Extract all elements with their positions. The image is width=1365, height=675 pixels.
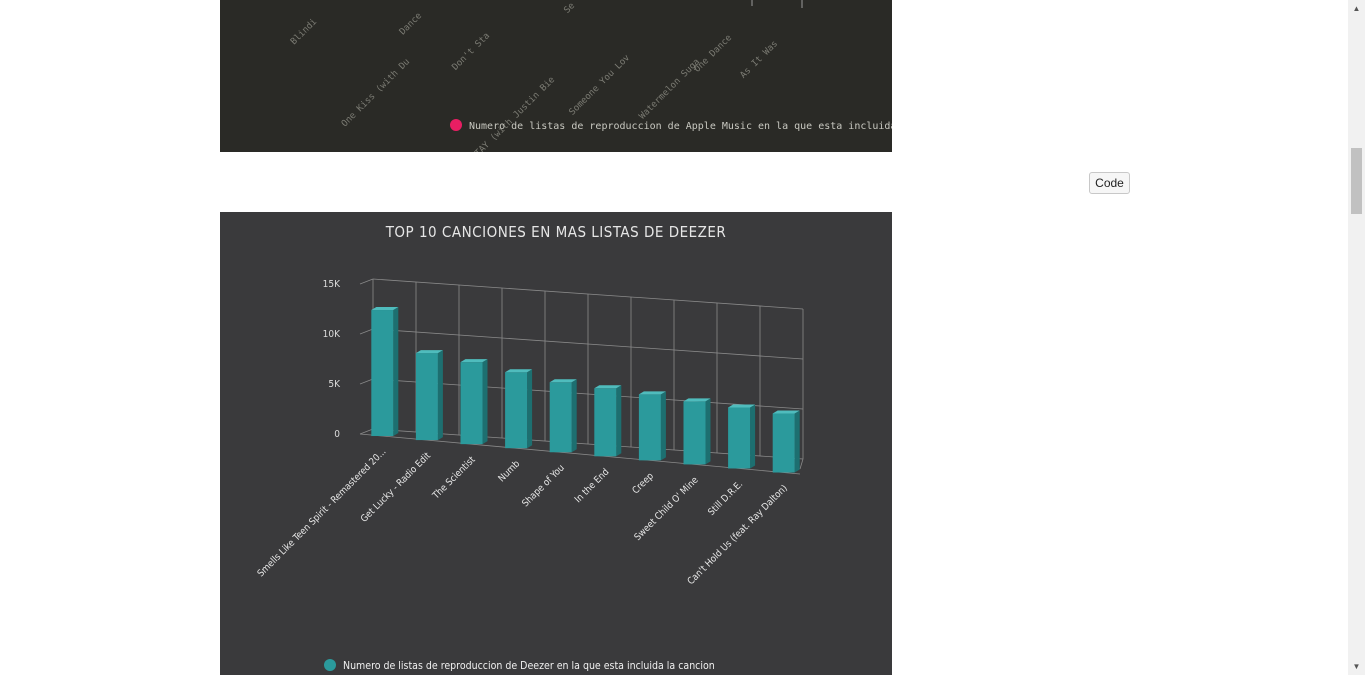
bar-top	[594, 385, 622, 389]
x-tick-label: One Dance	[693, 33, 735, 75]
bar-face	[683, 401, 706, 465]
bar-face	[728, 407, 751, 469]
bar-face	[505, 372, 528, 449]
legend-marker-icon	[324, 659, 336, 671]
x-tick-label: Can't Hold Us (feat. Ray Dalton)	[686, 483, 790, 587]
grid-line	[359, 428, 374, 435]
code-button[interactable]: Code	[1089, 172, 1130, 194]
y-tick-label: 0	[334, 429, 340, 440]
page-scrollbar[interactable]: ▲ ▼	[1348, 0, 1365, 675]
bar-side	[482, 359, 488, 445]
bar-face	[594, 388, 617, 457]
bar-top	[638, 391, 666, 395]
axis-line	[359, 433, 801, 475]
y-tick-label: 15K	[323, 279, 341, 290]
x-tick-label: Creep	[630, 471, 656, 497]
bar-top	[460, 359, 488, 363]
bar-face	[371, 310, 394, 437]
bar-side	[750, 404, 756, 469]
x-tick-label: Someone You Lov	[568, 53, 633, 118]
scroll-up-icon[interactable]: ▲	[1352, 4, 1361, 13]
x-tick-label: In the End	[573, 467, 612, 506]
bar	[371, 307, 399, 437]
bar-top	[371, 307, 399, 311]
apple-music-chart-svg: Blindi One Kiss (with Du Dance Don't StaSTA…	[289, 0, 892, 152]
bar-top	[772, 410, 800, 414]
bar-face	[638, 394, 661, 461]
bar	[638, 391, 666, 461]
legend-label: Numero de listas de reproduccion de Deez…	[343, 660, 715, 672]
x-tick-label: One Kiss (with Du	[340, 57, 412, 129]
x-tick-label: Dance	[398, 11, 424, 37]
grid-line	[359, 378, 374, 385]
x-tick-label: Se	[562, 1, 577, 16]
bar-side	[616, 385, 622, 457]
y-tick-label: 10K	[323, 329, 341, 340]
x-tick-label: The Scientist	[430, 454, 478, 502]
bar-face	[549, 382, 572, 453]
bar	[415, 350, 443, 441]
bar	[549, 379, 577, 453]
x-tick-label: Still D.R.E.	[706, 479, 745, 518]
bar-side	[705, 398, 711, 465]
bar-side	[437, 350, 443, 441]
chart-title: TOP 10 CANCIONES EN MAS LISTAS DE DEEZER	[385, 223, 727, 241]
x-tick-label: As It Was	[739, 39, 781, 81]
bar	[772, 410, 800, 473]
bar-top	[415, 350, 443, 354]
bar-side	[660, 391, 666, 461]
y-tick-label: 5K	[328, 379, 341, 390]
apple-music-chart: Blindi One Kiss (with Du Dance Don't Sta STA…	[220, 0, 892, 152]
bar-top	[549, 379, 577, 383]
bar-side	[393, 307, 399, 437]
bar	[460, 359, 488, 445]
bar-side	[794, 410, 800, 473]
bar	[683, 398, 711, 465]
bar-top	[683, 398, 711, 402]
bar-side	[571, 379, 577, 453]
x-tick-label: Blindi	[289, 17, 319, 47]
bar	[728, 404, 756, 469]
bar-top	[728, 404, 756, 408]
x-tick-label: Don't Sta	[451, 31, 493, 73]
bar	[594, 385, 622, 457]
grid-line	[359, 328, 374, 335]
bar-top	[505, 369, 533, 373]
bar-face	[772, 413, 795, 473]
legend-label: Numero de listas de reproduccion de Appl…	[469, 121, 892, 132]
x-tick-label: STAY (with Justin Bie	[470, 75, 558, 152]
x-tick-label: Numb	[496, 459, 522, 485]
bar-side	[527, 369, 533, 449]
grid-line	[799, 458, 804, 470]
scroll-down-icon[interactable]: ▼	[1352, 662, 1361, 671]
deezer-chart-svg: TOP 10 CANCIONES EN MAS LISTAS DE DEEZER…	[255, 223, 804, 672]
bar-face	[460, 362, 483, 445]
grid-line	[359, 278, 374, 285]
deezer-chart: TOP 10 CANCIONES EN MAS LISTAS DE DEEZER…	[220, 212, 892, 675]
bar	[505, 369, 533, 449]
bar-face	[415, 353, 438, 441]
scroll-thumb[interactable]	[1351, 148, 1362, 214]
legend-marker-icon	[450, 119, 462, 131]
x-tick-label: Shape of You	[520, 463, 567, 510]
